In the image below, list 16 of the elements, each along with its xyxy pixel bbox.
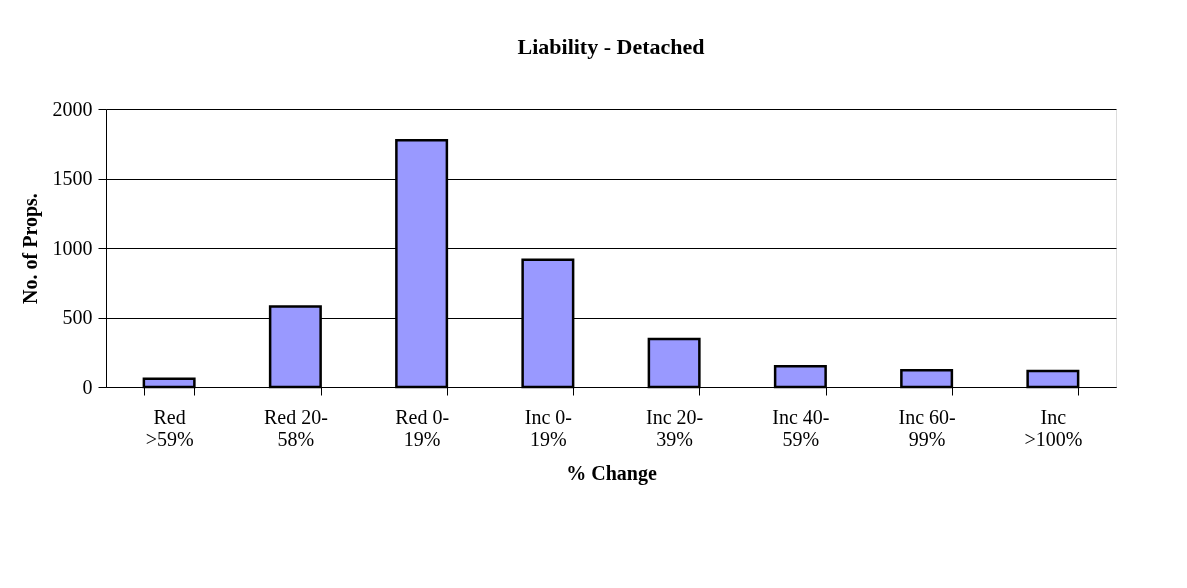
- x-tick-label: Inc >100%: [1024, 405, 1083, 450]
- x-tick-label: Inc 40-59%: [772, 405, 830, 450]
- y-tick-label: 1000: [52, 236, 93, 259]
- y-tick-label: 0: [82, 375, 93, 398]
- chart-title: Liability - Detached: [517, 34, 705, 59]
- x-tick-label: Inc 60-99%: [898, 405, 956, 450]
- x-tick-label: Red 0-19%: [395, 405, 450, 450]
- y-tick-label: 2000: [52, 97, 93, 120]
- x-tick-label: Inc 0-19%: [524, 405, 572, 450]
- x-tick-label: Red 20-58%: [263, 405, 328, 450]
- y-tick-label: 500: [62, 306, 93, 328]
- x-tick-label: Inc 20-39%: [646, 405, 704, 450]
- x-axis-title: % Change: [566, 461, 657, 485]
- x-tick-label: Red >59%: [145, 405, 194, 450]
- y-axis-title: No. of Props.: [18, 193, 42, 304]
- y-tick-label: 1500: [52, 167, 93, 189]
